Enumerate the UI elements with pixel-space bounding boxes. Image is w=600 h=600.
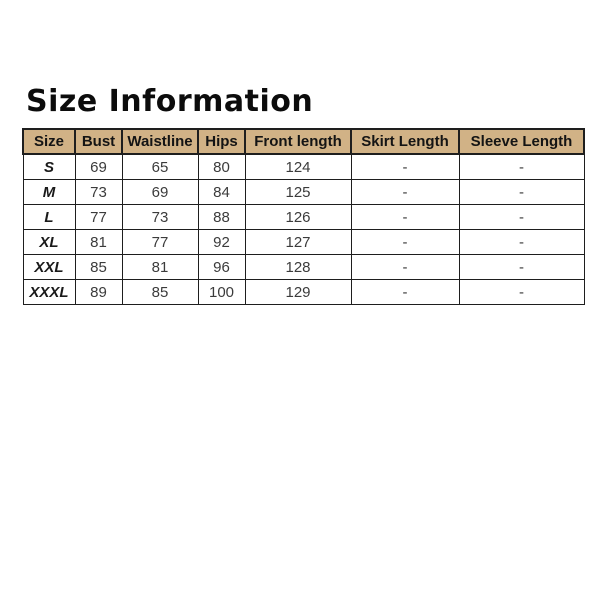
cell-front-length: 124 (244, 153, 352, 180)
cell-waistline: 85 (121, 279, 199, 305)
cell-hips: 84 (197, 179, 246, 205)
cell-size: XXL (22, 254, 76, 280)
cell-sleeve-length: - (458, 229, 585, 255)
column-header-bust: Bust (74, 128, 123, 155)
cell-waistline: 81 (121, 254, 199, 280)
cell-front-length: 127 (244, 229, 352, 255)
cell-skirt-length: - (350, 179, 460, 205)
table-row-xl: XL 81 77 92 127 - - (22, 229, 585, 255)
cell-hips: 80 (197, 153, 246, 180)
table-row-xxxl: XXXL 89 85 100 129 - - (22, 279, 585, 305)
cell-sleeve-length: - (458, 179, 585, 205)
cell-waistline: 65 (121, 153, 199, 180)
table-row-l: L 77 73 88 126 - - (22, 204, 585, 230)
table-row-xxl: XXL 85 81 96 128 - - (22, 254, 585, 280)
page-title: Size Information (26, 84, 314, 119)
cell-waistline: 77 (121, 229, 199, 255)
cell-bust: 81 (74, 229, 123, 255)
cell-waistline: 73 (121, 204, 199, 230)
cell-size: XL (22, 229, 76, 255)
cell-bust: 89 (74, 279, 123, 305)
cell-size: XXXL (22, 279, 76, 305)
column-header-sleeve-length: Sleeve Length (458, 128, 585, 155)
cell-skirt-length: - (350, 254, 460, 280)
header-row: Size Bust Waistline Hips Front length Sk… (22, 128, 585, 155)
cell-bust: 85 (74, 254, 123, 280)
cell-skirt-length: - (350, 153, 460, 180)
cell-skirt-length: - (350, 279, 460, 305)
cell-front-length: 128 (244, 254, 352, 280)
size-table-body: S 69 65 80 124 - - M 73 69 84 125 - - L … (22, 153, 585, 305)
cell-sleeve-length: - (458, 153, 585, 180)
table-row-m: M 73 69 84 125 - - (22, 179, 585, 205)
column-header-waistline: Waistline (121, 128, 199, 155)
cell-front-length: 126 (244, 204, 352, 230)
column-header-hips: Hips (197, 128, 246, 155)
cell-waistline: 69 (121, 179, 199, 205)
table-row-s: S 69 65 80 124 - - (22, 153, 585, 180)
cell-sleeve-length: - (458, 204, 585, 230)
cell-hips: 92 (197, 229, 246, 255)
column-header-size: Size (22, 128, 76, 155)
cell-size: S (22, 153, 76, 180)
cell-sleeve-length: - (458, 254, 585, 280)
cell-hips: 88 (197, 204, 246, 230)
cell-front-length: 129 (244, 279, 352, 305)
cell-bust: 73 (74, 179, 123, 205)
cell-sleeve-length: - (458, 279, 585, 305)
cell-hips: 96 (197, 254, 246, 280)
cell-size: L (22, 204, 76, 230)
cell-skirt-length: - (350, 229, 460, 255)
cell-skirt-length: - (350, 204, 460, 230)
cell-bust: 69 (74, 153, 123, 180)
cell-bust: 77 (74, 204, 123, 230)
size-table: Size Bust Waistline Hips Front length Sk… (22, 128, 585, 305)
cell-hips: 100 (197, 279, 246, 305)
size-table-head: Size Bust Waistline Hips Front length Sk… (22, 128, 585, 155)
column-header-skirt-length: Skirt Length (350, 128, 460, 155)
cell-front-length: 125 (244, 179, 352, 205)
column-header-front-length: Front length (244, 128, 352, 155)
cell-size: M (22, 179, 76, 205)
